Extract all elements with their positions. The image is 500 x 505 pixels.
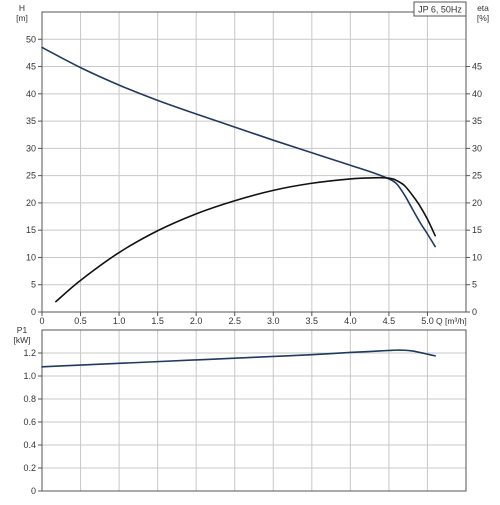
head-curve-line bbox=[41, 46, 436, 248]
x-tick-label: 5.0 bbox=[421, 316, 434, 326]
y2-tick-label: 10 bbox=[472, 252, 482, 262]
x-tick-label: 2.0 bbox=[190, 316, 203, 326]
x-tick-label: 3.0 bbox=[267, 316, 280, 326]
title-box-frame bbox=[413, 1, 467, 17]
x-tick-label: 2.5 bbox=[228, 316, 241, 326]
y-tick-label: 40 bbox=[26, 89, 36, 99]
y2-tick-label: 25 bbox=[472, 171, 482, 181]
power-axis-unit: [kW] bbox=[14, 335, 31, 345]
bottom-series-lines bbox=[41, 349, 436, 368]
y2-tick-label: 5 bbox=[472, 280, 477, 290]
power-tick-label: 0.2 bbox=[23, 463, 36, 473]
x-tick-label: 0.5 bbox=[74, 316, 87, 326]
efficiency-curve-line bbox=[55, 176, 436, 303]
y-axis-unit: [m] bbox=[16, 13, 28, 23]
y-tick-label: 20 bbox=[26, 198, 36, 208]
power-tick-label: 1.2 bbox=[23, 348, 36, 358]
x-tick-label: 0 bbox=[39, 316, 44, 326]
power-tick-label: 0.4 bbox=[23, 440, 36, 450]
y-tick-label: 0 bbox=[31, 307, 36, 317]
y2-axis-ticks: 0 5 10 15 20 25 30 35 40 45 bbox=[466, 62, 482, 317]
y-tick-label: 45 bbox=[26, 62, 36, 72]
y2-tick-label: 30 bbox=[472, 143, 482, 153]
y2-tick-label: 15 bbox=[472, 225, 482, 235]
x-tick-label: 1.0 bbox=[113, 316, 126, 326]
power-curve-line bbox=[41, 349, 436, 368]
y2-axis-label: eta bbox=[477, 3, 489, 13]
y-tick-label: 50 bbox=[26, 34, 36, 44]
y-tick-label: 15 bbox=[26, 225, 36, 235]
x-tick-label: 1.5 bbox=[151, 316, 164, 326]
y2-axis-unit: [%] bbox=[477, 13, 489, 23]
head-efficiency-chart: JP 6, 50Hz H [m] eta [%] 0 5 10 15 20 25 30 35 4… bbox=[16, 1, 489, 326]
x-axis-ticks: 0 0.5 1.0 1.5 2.0 2.5 3.0 3.5 4.0 4.5 5.0 bbox=[39, 312, 434, 326]
y-axis-label: H bbox=[19, 3, 25, 13]
y-tick-label: 5 bbox=[31, 280, 36, 290]
power-tick-label: 0.8 bbox=[23, 394, 36, 404]
y-axis-ticks: 0 5 10 15 20 25 30 35 40 45 50 bbox=[26, 34, 42, 317]
title-box: JP 6, 50Hz bbox=[413, 1, 467, 17]
y2-tick-label: 20 bbox=[472, 198, 482, 208]
power-tick-label: 1.0 bbox=[23, 371, 36, 381]
y-tick-label: 35 bbox=[26, 116, 36, 126]
y2-tick-label: 45 bbox=[472, 62, 482, 72]
top-series-lines bbox=[41, 46, 436, 303]
bottom-grid bbox=[42, 330, 466, 491]
x-tick-label: 3.5 bbox=[306, 316, 319, 326]
y2-tick-label: 40 bbox=[472, 89, 482, 99]
chart-title: JP 6, 50Hz bbox=[418, 5, 462, 15]
x-tick-label: 4.5 bbox=[383, 316, 396, 326]
power-tick-label: 0.6 bbox=[23, 417, 36, 427]
y2-tick-label: 0 bbox=[472, 307, 477, 317]
y-tick-label: 25 bbox=[26, 171, 36, 181]
x-axis-label: Q [m³/h] bbox=[436, 316, 467, 326]
bottom-plot-frame bbox=[41, 329, 467, 492]
x-tick-label: 4.0 bbox=[344, 316, 357, 326]
power-chart: P1 [kW] 0 0.2 0.4 0.6 0.8 1.0 1.2 bbox=[14, 325, 467, 496]
top-plot-frame bbox=[41, 11, 467, 313]
y-tick-label: 10 bbox=[26, 252, 36, 262]
power-axis-label: P1 bbox=[17, 325, 28, 335]
power-tick-label: 0 bbox=[31, 486, 36, 496]
y2-tick-label: 35 bbox=[472, 116, 482, 126]
y-tick-label: 30 bbox=[26, 143, 36, 153]
power-axis-ticks: 0 0.2 0.4 0.6 0.8 1.0 1.2 bbox=[23, 348, 42, 496]
